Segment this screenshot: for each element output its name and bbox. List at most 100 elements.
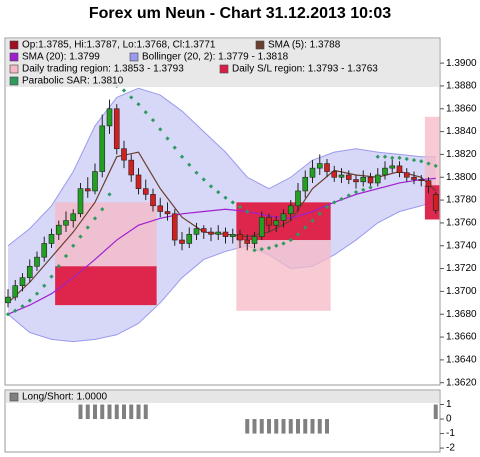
y-tick-label: 1.3640 — [446, 355, 477, 366]
candle-body — [273, 220, 280, 226]
candle-body — [418, 179, 425, 181]
indicator-line — [7, 177, 436, 315]
y-tick-label: 1.3880 — [446, 81, 477, 92]
sar-dot — [85, 225, 90, 230]
sar-dot — [419, 159, 424, 164]
y-tick-label: 1.3860 — [446, 103, 477, 114]
candle-body — [215, 231, 222, 235]
y-tick-label: 1.3800 — [446, 172, 477, 183]
sar-dot — [317, 211, 322, 216]
candle-body — [150, 194, 156, 207]
y-tick-label: -1 — [446, 428, 455, 439]
candle-body — [113, 108, 120, 150]
bar — [259, 419, 264, 434]
sar-dot — [179, 154, 185, 159]
candle-body — [121, 148, 127, 161]
bar — [267, 419, 271, 434]
legend-label: Op:1.3785, Hi:1.3787, Lo:1.3768, Cl:1.37… — [22, 40, 216, 51]
legend-swatch — [255, 40, 265, 50]
bar — [143, 404, 148, 420]
sar-dot — [426, 161, 431, 166]
sar-dot — [353, 189, 359, 195]
candle-body — [41, 243, 48, 258]
sar-dot — [346, 193, 351, 198]
candle-body — [171, 213, 178, 241]
legend-label: Parabolic SAR: 1.3810 — [22, 76, 124, 87]
sar-dot — [332, 200, 337, 205]
bar — [310, 419, 315, 434]
sar-dot — [281, 241, 286, 246]
candle-body — [295, 190, 301, 207]
sar-dot — [411, 158, 417, 163]
legend-swatch — [219, 64, 229, 74]
bar — [325, 419, 329, 434]
candle-body — [244, 239, 251, 244]
candle-body — [99, 125, 106, 172]
plot-layer — [5, 83, 440, 343]
legend-swatch — [9, 52, 19, 62]
legend-swatch — [9, 40, 19, 50]
candle-body — [164, 211, 171, 215]
candle-body — [222, 231, 229, 237]
legend-label: SMA (20): 1.3799 — [22, 52, 100, 63]
bar — [296, 419, 300, 434]
legend-label: SMA (5): 1.3788 — [268, 40, 341, 51]
bollinger-upper — [7, 87, 436, 247]
sar-dot — [187, 162, 192, 167]
y-tick-label: 1.3680 — [446, 309, 477, 320]
bar — [107, 404, 112, 420]
candle-body — [425, 180, 432, 187]
legend-swatch — [9, 64, 19, 74]
candle-body — [48, 234, 55, 244]
sar-dot — [208, 184, 214, 189]
bar — [245, 419, 250, 434]
sar-dot — [237, 204, 243, 210]
candle-body — [106, 108, 113, 127]
candle-body — [5, 296, 11, 304]
candle-body — [92, 171, 98, 192]
candle-body — [345, 174, 352, 180]
candle-body — [128, 159, 135, 176]
sar-dot — [303, 225, 308, 230]
candle-body — [157, 205, 164, 212]
candle-body — [309, 167, 316, 178]
sar-dot — [361, 187, 366, 192]
candle-body — [251, 236, 258, 244]
candle-body — [12, 285, 19, 298]
candle-body — [70, 213, 77, 221]
candle-body — [19, 277, 26, 286]
bar — [78, 404, 83, 420]
sar-dot — [382, 154, 388, 159]
sar-dot — [295, 232, 301, 237]
y-tick-label: 1 — [446, 399, 452, 410]
candle-body — [360, 176, 367, 183]
bar — [281, 419, 286, 434]
bar — [303, 419, 308, 434]
candle-body — [34, 256, 40, 267]
legend-box — [6, 39, 439, 87]
bar — [100, 404, 105, 420]
candle-body — [193, 228, 200, 235]
legend-label: Long/Short: 1.0000 — [22, 392, 108, 403]
candle-body — [302, 176, 309, 192]
candle-body — [26, 265, 33, 279]
sar-dot — [121, 88, 127, 93]
legend-swatch — [9, 392, 19, 402]
legend-swatch — [9, 76, 19, 86]
bar — [85, 404, 90, 420]
sar-dot — [194, 170, 199, 175]
candle-body — [353, 179, 359, 183]
bar — [274, 419, 279, 434]
sar-dot — [216, 189, 221, 195]
candle-body — [316, 163, 323, 169]
legend-label: Daily trading region: 1.3853 - 1.3793 — [22, 64, 184, 75]
sar-dot — [71, 243, 76, 248]
y-tick-label: 0 — [446, 414, 452, 425]
candle-body — [237, 234, 243, 241]
candle-body — [208, 231, 214, 235]
bar — [288, 419, 293, 434]
region — [424, 116, 440, 186]
candle-body — [55, 224, 62, 235]
sar-dot — [107, 192, 112, 197]
